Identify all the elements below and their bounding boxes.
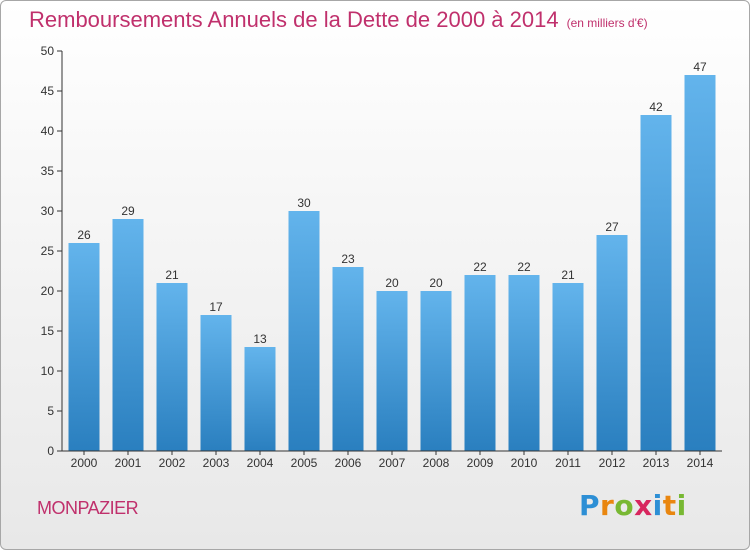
proxiti-logo: Proxiti xyxy=(579,489,687,522)
bar-2010 xyxy=(508,275,540,451)
x-tick-label: 2006 xyxy=(335,456,362,470)
commune-name: MONPAZIER xyxy=(37,498,139,518)
bar-2004 xyxy=(244,347,276,451)
y-tick-label: 25 xyxy=(41,244,55,258)
logo-letter: x xyxy=(634,489,653,522)
y-tick-label: 0 xyxy=(47,444,54,458)
logo-letter: r xyxy=(600,489,615,522)
bar-2002 xyxy=(156,283,188,451)
y-tick-label: 35 xyxy=(41,164,55,178)
x-tick-label: 2005 xyxy=(291,456,318,470)
bar-2003 xyxy=(200,315,232,451)
y-tick-label: 15 xyxy=(41,324,55,338)
bar-2008 xyxy=(420,291,452,451)
chart-title: Remboursements Annuels de la Dette de 20… xyxy=(29,7,559,32)
y-tick-label: 5 xyxy=(47,404,54,418)
bar-value-label: 13 xyxy=(253,332,267,346)
chart-subtitle: (en milliers d'€) xyxy=(566,16,648,30)
x-tick-label: 2009 xyxy=(467,456,494,470)
bar-value-label: 26 xyxy=(77,228,91,242)
bar-value-label: 47 xyxy=(693,60,707,74)
y-axis: 0 5 10 15 20 25 30 35 40 45 50 xyxy=(41,44,63,458)
y-tick-label: 50 xyxy=(41,44,55,58)
bar-value-label: 17 xyxy=(209,300,223,314)
x-axis: 2000 2001 2002 2003 2004 2005 2006 2007 2008 2009… xyxy=(62,450,722,470)
x-tick-label: 2012 xyxy=(599,456,626,470)
bar-2006 xyxy=(332,267,364,451)
title-row: Remboursements Annuels de la Dette de 20… xyxy=(29,7,648,33)
logo-letter: P xyxy=(579,489,601,522)
x-tick-label: 2011 xyxy=(555,456,581,470)
bar-value-label: 20 xyxy=(429,276,443,290)
bar-value-label: 27 xyxy=(605,220,619,234)
x-tick-label: 2010 xyxy=(511,456,538,470)
bar-2005 xyxy=(288,211,320,451)
bar-value-label: 21 xyxy=(561,268,575,282)
bar-value-label: 23 xyxy=(341,252,355,266)
bar-2009 xyxy=(464,275,496,451)
x-tick-label: 2000 xyxy=(71,456,98,470)
bar-value-label: 29 xyxy=(121,204,135,218)
bar-value-label: 30 xyxy=(297,196,311,210)
bar-2000 xyxy=(68,243,100,451)
y-tick-label: 45 xyxy=(41,84,55,98)
bar-value-label: 22 xyxy=(473,260,487,274)
y-tick-label: 10 xyxy=(41,364,55,378)
x-tick-label: 2007 xyxy=(379,456,406,470)
bars: 26 29 21 17 13 30 23 20 20 22 22 21 27 42 47 xyxy=(68,60,716,451)
x-tick-label: 2002 xyxy=(159,456,186,470)
logo-letter: t xyxy=(662,489,677,522)
bar-value-label: 22 xyxy=(517,260,531,274)
bar-2011 xyxy=(552,283,584,451)
bar-value-label: 21 xyxy=(165,268,179,282)
y-tick-label: 40 xyxy=(41,124,55,138)
x-tick-label: 2004 xyxy=(247,456,274,470)
x-tick-label: 2001 xyxy=(115,456,142,470)
bar-2014 xyxy=(684,75,716,451)
bar-value-label: 20 xyxy=(385,276,399,290)
x-tick-label: 2014 xyxy=(687,456,714,470)
bar-2013 xyxy=(640,115,672,451)
logo-letter: i xyxy=(676,489,687,522)
bar-value-label: 42 xyxy=(649,100,663,114)
logo-letter: o xyxy=(614,489,635,522)
bar-2007 xyxy=(376,291,408,451)
y-tick-label: 20 xyxy=(41,284,55,298)
logo-letter: i xyxy=(652,489,663,522)
x-tick-label: 2013 xyxy=(643,456,670,470)
x-tick-label: 2003 xyxy=(203,456,230,470)
bar-2001 xyxy=(112,219,144,451)
y-tick-label: 30 xyxy=(41,204,55,218)
x-tick-label: 2008 xyxy=(423,456,450,470)
bar-2012 xyxy=(596,235,628,451)
